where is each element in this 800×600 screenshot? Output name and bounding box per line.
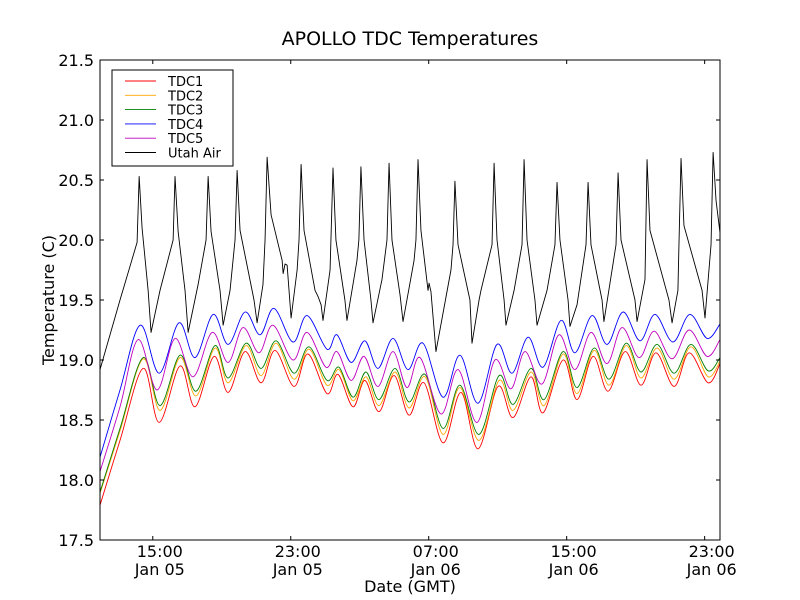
chart-title: APOLLO TDC Temperatures [282, 28, 539, 50]
y-tick-label: 19.5 [58, 291, 94, 310]
x-tick-label-time: 15:00 [551, 542, 597, 561]
y-axis: 17.5 18.0 18.5 19.0 19.5 20.0 20.5 21.0 21.5 [58, 51, 720, 550]
y-tick-label: 20.0 [58, 231, 94, 250]
x-tick-label-date: Jan 05 [272, 560, 323, 579]
series-line-tdc4 [100, 307, 720, 458]
series-line-tdc2 [100, 342, 720, 494]
y-tick-label: 18.0 [58, 471, 94, 490]
x-tick-label-date: Jan 06 [548, 560, 599, 579]
x-tick-label-time: 23:00 [275, 542, 321, 561]
y-axis-label: Temperature (C) [39, 235, 58, 366]
y-tick-label: 21.0 [58, 111, 94, 130]
y-tick-label: 20.5 [58, 171, 94, 190]
x-tick-label-time: 15:00 [137, 542, 183, 561]
series-line-tdc1 [100, 349, 720, 506]
x-tick-label-time: 07:00 [413, 542, 459, 561]
y-tick-label: 21.5 [58, 51, 94, 70]
y-tick-label: 18.5 [58, 411, 94, 430]
legend-label: TDC2 [167, 89, 203, 104]
legend-label: TDC5 [167, 132, 203, 147]
series-line-tdc3 [100, 340, 720, 493]
x-tick-label-date: Jan 06 [410, 560, 461, 579]
x-tick-label-date: Jan 05 [134, 560, 185, 579]
legend-label: TDC3 [167, 104, 203, 119]
series-layer [100, 151, 720, 506]
series-line-tdc5 [100, 324, 720, 472]
legend-label: Utah Air [168, 147, 221, 162]
legend-box [111, 69, 234, 167]
x-axis-label: Date (GMT) [364, 577, 456, 596]
x-tick-label-date: Jan 06 [686, 560, 737, 579]
y-tick-label: 17.5 [58, 531, 94, 550]
y-tick-label: 19.0 [58, 351, 94, 370]
series-line-utah-air [100, 151, 720, 370]
legend-label: TDC4 [167, 118, 203, 133]
x-tick-label-time: 23:00 [689, 542, 735, 561]
legend-label: TDC1 [167, 75, 203, 90]
